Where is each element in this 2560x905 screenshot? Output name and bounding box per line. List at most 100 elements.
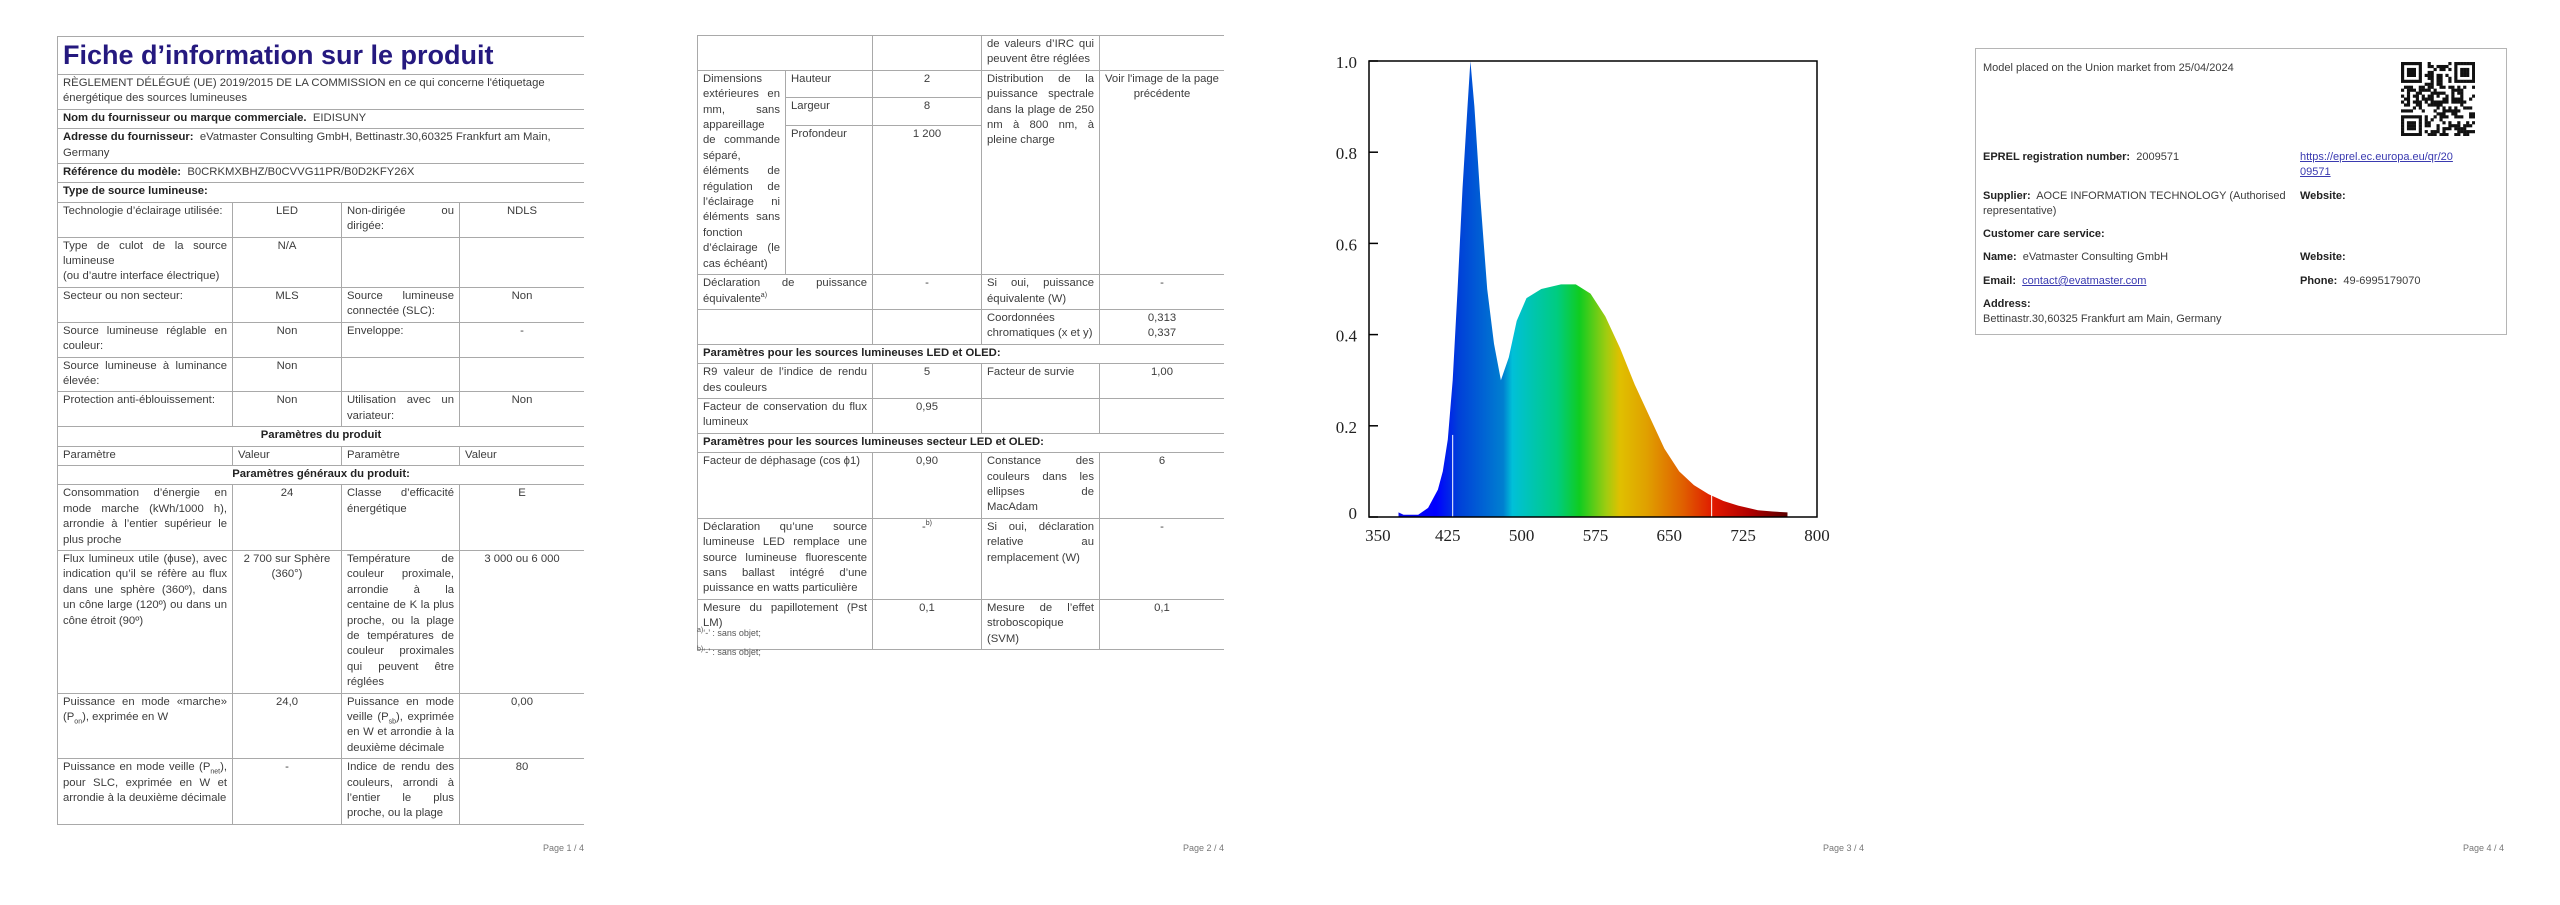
qr-module bbox=[2463, 106, 2467, 110]
table-row: Adresse du fournisseur: eVatmaster Consu… bbox=[57, 128, 584, 165]
table-row: Type de source lumineuse: bbox=[57, 182, 584, 203]
qr-module bbox=[2421, 94, 2425, 98]
qr-module bbox=[2409, 121, 2414, 125]
qr-module bbox=[2454, 115, 2458, 119]
regulation-text: RÈGLEMENT DÉLÉGUÉ (UE) 2019/2015 DE LA C… bbox=[57, 74, 584, 110]
dimension-value: 1 200 bbox=[872, 125, 982, 276]
parameter-value: 24 bbox=[232, 484, 342, 551]
parameter-label: Source lumineuse connectée (SLC): bbox=[341, 286, 460, 323]
eprel-link-line1[interactable]: https://eprel.ec.europa.eu/qr/20 bbox=[2300, 151, 2453, 163]
qr-module bbox=[2436, 106, 2440, 110]
qr-module bbox=[2424, 121, 2428, 125]
qr-module bbox=[2442, 97, 2446, 101]
qr-module bbox=[2424, 88, 2428, 92]
parameter-value: 6 bbox=[1099, 452, 1224, 519]
field-label: Adresse du fournisseur: bbox=[63, 131, 194, 144]
qr-module bbox=[2406, 79, 2411, 83]
email-link[interactable]: contact@evatmaster.com bbox=[2022, 275, 2147, 287]
table-row: Puissance en mode «marche» (Pon), exprim… bbox=[57, 692, 584, 760]
parameter-value: E bbox=[458, 484, 584, 551]
parameter-label: Si oui, déclaration relative au remplace… bbox=[981, 517, 1100, 600]
table-row: Référence du modèle: B0CRKMXBHZ/B0CVVG11… bbox=[57, 163, 584, 184]
table-row: Type de culot de la source lumineuse (ou… bbox=[57, 236, 584, 288]
qr-module bbox=[2439, 112, 2443, 116]
qr-module bbox=[2436, 82, 2440, 86]
qr-module bbox=[2427, 103, 2431, 107]
superscript: b) bbox=[925, 520, 932, 528]
x-tick-label: 350 bbox=[1365, 526, 1391, 545]
qr-module bbox=[2451, 91, 2455, 95]
qr-module bbox=[2460, 88, 2464, 92]
qr-module bbox=[2418, 121, 2422, 125]
qr-module bbox=[2424, 100, 2428, 104]
qr-module bbox=[2445, 127, 2449, 131]
subscript: net bbox=[210, 768, 221, 776]
qr-module bbox=[2454, 70, 2458, 75]
qr-module bbox=[2445, 100, 2449, 104]
qr-module bbox=[2412, 62, 2416, 66]
parameter-label: R9 valeur de l’indice de rendu des coule… bbox=[697, 363, 873, 399]
table-row: Technologie d’éclairage utilisée: LED Non-… bbox=[57, 201, 584, 238]
qr-module bbox=[2418, 133, 2422, 136]
qr-module bbox=[2418, 79, 2422, 83]
product-info-table-cont-wrap: de valeurs d’IRC qui peuvent être réglée… bbox=[697, 35, 1224, 651]
label-value-row: Type de source lumineuse: bbox=[57, 182, 584, 203]
parameter-value: - bbox=[1099, 517, 1224, 600]
eprel-link-line2[interactable]: 09571 bbox=[2300, 166, 2331, 178]
parameter-label: Puissance en mode veille (Psb), exprimée… bbox=[341, 692, 460, 760]
page-number: Page 2 / 4 bbox=[1182, 843, 1224, 853]
qr-module bbox=[2427, 85, 2431, 89]
table-row: Source lumineuse à luminance élevée: Non bbox=[57, 356, 584, 393]
qr-module bbox=[2466, 106, 2470, 110]
qr-module bbox=[2415, 103, 2419, 107]
qr-module bbox=[2469, 79, 2473, 83]
table-row: Déclaration de puissance équivalentea) - S… bbox=[697, 274, 1224, 310]
qr-module bbox=[2430, 79, 2434, 83]
y-tick-label: 1.0 bbox=[1336, 53, 1357, 72]
qr-module bbox=[2427, 97, 2431, 101]
subscript: sb bbox=[388, 718, 397, 726]
eprel-link[interactable]: https://eprel.ec.europa.eu/qr/20 09571 bbox=[2300, 150, 2453, 180]
qr-module bbox=[2412, 73, 2416, 77]
qr-module bbox=[2421, 109, 2425, 113]
qr-code-icon[interactable] bbox=[2401, 62, 2475, 136]
qr-module bbox=[2460, 67, 2464, 72]
qr-module bbox=[2436, 76, 2440, 80]
parameter-value: 24,0 bbox=[232, 692, 342, 760]
qr-module bbox=[2442, 64, 2446, 69]
qr-module bbox=[2412, 124, 2416, 128]
qr-module bbox=[2460, 130, 2464, 134]
website-label: Website: bbox=[2300, 190, 2346, 202]
qr-module bbox=[2427, 88, 2431, 92]
qr-module bbox=[2436, 127, 2440, 131]
qr-module bbox=[2430, 91, 2434, 95]
qr-module bbox=[2463, 73, 2467, 77]
parameter-value bbox=[458, 236, 584, 288]
qr-module bbox=[2401, 94, 2405, 98]
phone-label: Phone: bbox=[2300, 275, 2338, 287]
qr-module bbox=[2442, 127, 2446, 131]
qr-module bbox=[2424, 118, 2428, 122]
qr-module bbox=[2451, 109, 2455, 113]
label-value-row: Adresse du fournisseur: eVatmaster Consu… bbox=[57, 128, 584, 165]
qr-module bbox=[2448, 121, 2452, 125]
qr-module bbox=[2412, 79, 2416, 83]
parameter-label: Facteur de déphasage (cos ϕ1) bbox=[697, 452, 873, 519]
parameter-label: Puissance en mode «marche» (Pon), exprim… bbox=[57, 692, 233, 760]
qr-module bbox=[2457, 115, 2461, 119]
section-heading: Paramètres généraux du produit: bbox=[57, 464, 584, 486]
footnote-mark: a) bbox=[697, 627, 704, 634]
field-value: eVatmaster Consulting GmbH, Bettinastr.3… bbox=[63, 131, 551, 159]
qr-module bbox=[2436, 79, 2440, 83]
qr-module bbox=[2469, 112, 2473, 116]
qr-module bbox=[2457, 85, 2461, 89]
table-row: Fiche d’information sur le produit bbox=[57, 36, 584, 75]
qr-module bbox=[2466, 121, 2470, 125]
qr-module bbox=[2415, 115, 2419, 119]
qr-module bbox=[2406, 133, 2411, 136]
qr-module bbox=[2463, 67, 2467, 72]
qr-module bbox=[2421, 85, 2425, 89]
qr-module bbox=[2454, 112, 2458, 116]
qr-module bbox=[2421, 97, 2425, 101]
qr-module bbox=[2427, 94, 2431, 98]
